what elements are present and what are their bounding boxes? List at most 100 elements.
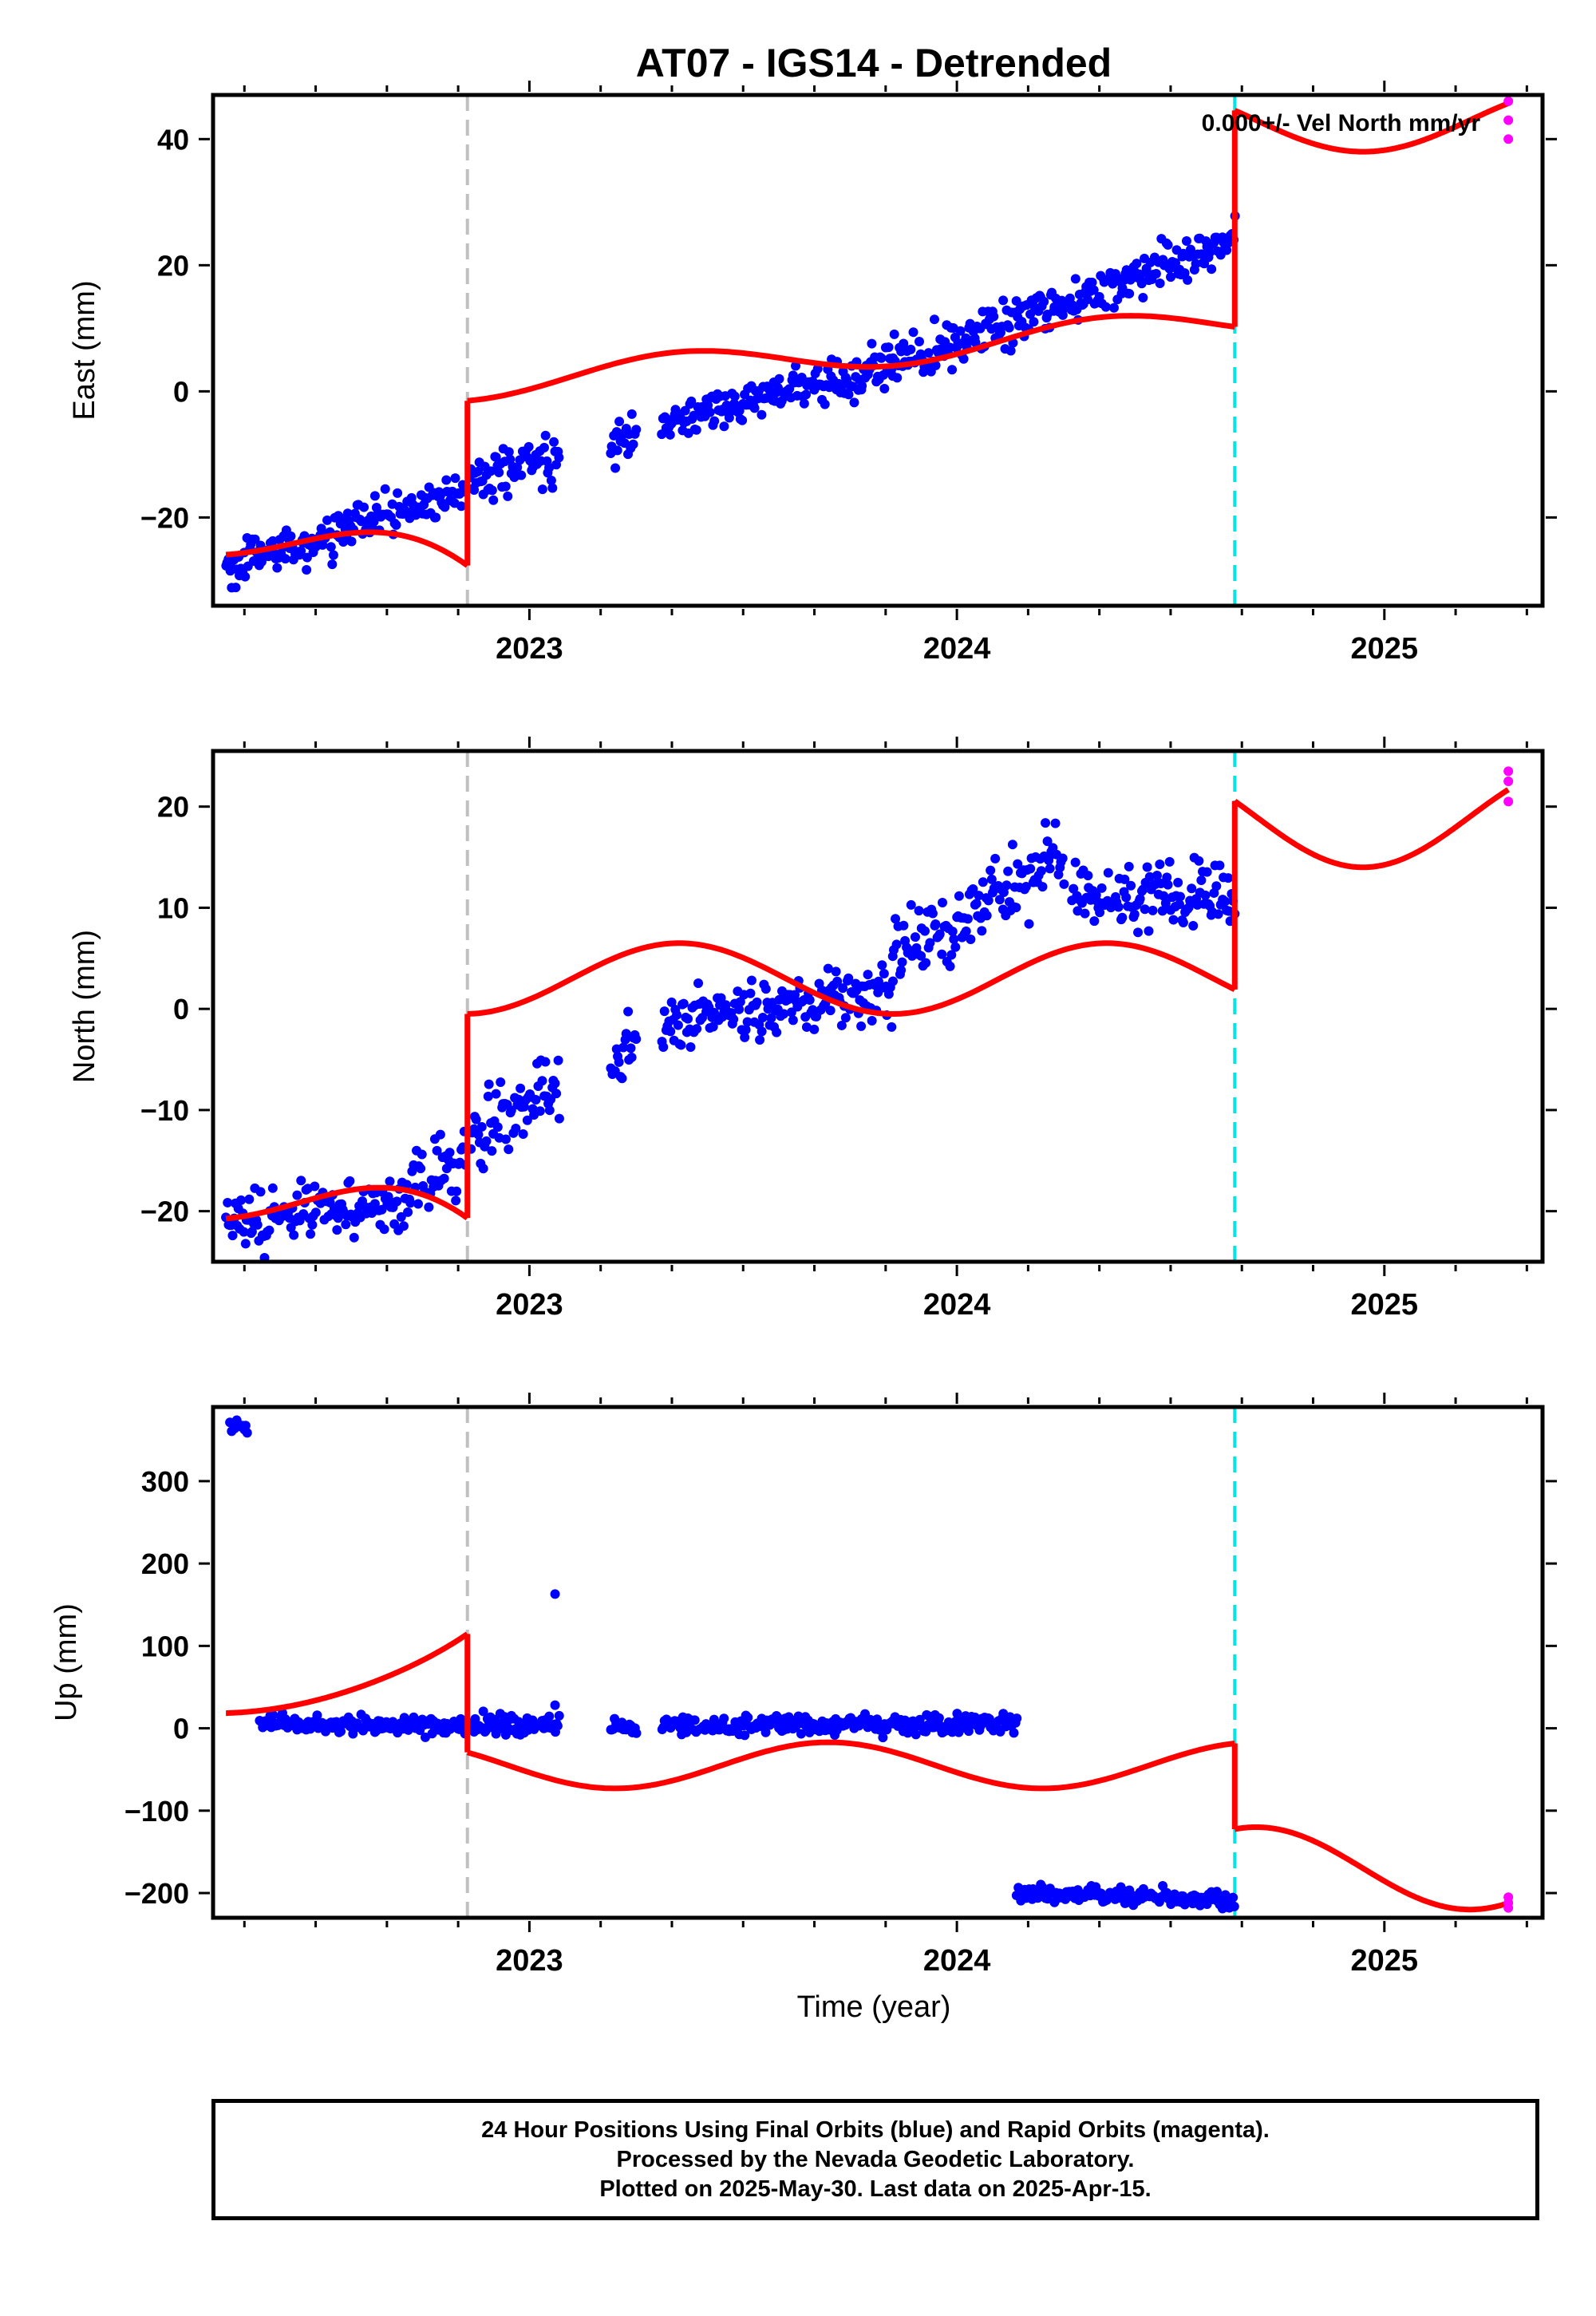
east-final-point — [631, 425, 642, 435]
east-model-curve — [225, 529, 469, 568]
north-final-point — [614, 1057, 624, 1067]
north-final-point — [823, 963, 833, 974]
north-final-point — [685, 1042, 696, 1053]
north-final-point — [867, 1016, 877, 1026]
east-final-point — [456, 501, 467, 512]
north-final-point — [296, 1176, 306, 1186]
north-final-point — [310, 1207, 321, 1218]
east-final-point — [431, 512, 441, 523]
north-final-point — [473, 1129, 484, 1140]
north-final-point — [801, 1022, 812, 1032]
north-final-point — [496, 1077, 506, 1088]
north-final-point — [1120, 874, 1130, 884]
north-final-point — [1103, 868, 1113, 878]
east-final-point — [610, 463, 621, 473]
up-frame — [211, 1405, 1545, 1920]
north-final-point — [1187, 883, 1197, 894]
footer-line-3: Plotted on 2025-May-30. Last data on 202… — [599, 2176, 1152, 2202]
north-final-point — [949, 934, 959, 944]
north-final-point — [1129, 909, 1140, 919]
north-final-point — [966, 934, 976, 944]
north-final-point — [1188, 920, 1199, 931]
north-final-point — [683, 1014, 693, 1024]
east-final-point — [1100, 302, 1111, 312]
north-final-point — [1001, 880, 1012, 891]
east-final-point — [537, 484, 547, 495]
north-final-point — [843, 973, 854, 983]
north-final-point — [239, 1227, 249, 1237]
north-final-point — [877, 960, 887, 970]
north-final-point — [398, 1221, 409, 1231]
north-final-point — [385, 1176, 395, 1187]
north-final-point — [535, 1106, 545, 1117]
east-final-point — [876, 353, 887, 363]
east-final-point — [1196, 249, 1207, 259]
east-final-point — [1166, 272, 1176, 283]
north-rapid-point — [1503, 766, 1514, 777]
north-final-point — [897, 957, 907, 967]
north-final-point — [927, 908, 938, 919]
east-final-point — [774, 373, 784, 384]
north-final-point — [516, 1083, 526, 1093]
up-model-curve — [466, 1739, 1235, 1792]
north-final-point — [1096, 883, 1107, 893]
north-final-point — [551, 1089, 562, 1099]
east-final-point — [612, 445, 622, 456]
north-final-point — [432, 1145, 442, 1156]
east-final-point — [614, 417, 625, 427]
east-final-point — [929, 314, 939, 325]
north-final-point — [1157, 906, 1167, 916]
north-final-point — [906, 899, 916, 910]
north-final-point — [788, 1015, 798, 1026]
up-final-point — [1009, 1728, 1019, 1738]
north-final-point — [307, 1219, 318, 1230]
north-final-point — [349, 1232, 359, 1243]
north-final-point — [1168, 915, 1179, 925]
east-final-point — [757, 409, 767, 420]
up-outlier-point — [550, 1589, 560, 1599]
east-final-point — [450, 473, 460, 484]
north-final-point — [1126, 880, 1136, 891]
north-final-point — [752, 997, 762, 1007]
east-final-point — [1138, 293, 1148, 303]
north-final-point — [289, 1230, 299, 1240]
north-final-point — [626, 1043, 636, 1053]
north-final-point — [916, 951, 926, 961]
up-final-point — [760, 1727, 771, 1737]
footer-line-2: Processed by the Nevada Geodetic Laborat… — [616, 2146, 1135, 2172]
north-final-point — [553, 1055, 563, 1065]
north-final-point — [910, 932, 920, 943]
north-final-point — [452, 1186, 462, 1196]
north-final-point — [518, 1128, 528, 1139]
north-ytick-label: 20 — [157, 791, 189, 824]
north-final-point — [745, 988, 756, 998]
east-final-point — [958, 354, 969, 364]
north-final-point — [978, 877, 988, 887]
north-final-point — [487, 1146, 497, 1156]
north-final-point — [1044, 856, 1054, 866]
north-final-point — [255, 1187, 266, 1197]
north-final-point — [396, 1211, 406, 1222]
north-final-point — [986, 874, 997, 884]
east-final-point — [231, 583, 241, 593]
east-final-point — [889, 329, 899, 339]
east-final-point — [302, 565, 312, 575]
east-final-point — [286, 531, 296, 541]
north-ytick-label: 0 — [173, 993, 189, 1026]
north-final-point — [954, 891, 964, 901]
north-final-point — [938, 897, 948, 907]
north-final-point — [403, 1207, 413, 1217]
east-final-point — [544, 463, 555, 473]
north-final-point — [1144, 926, 1154, 936]
east-final-point — [1005, 346, 1016, 356]
north-rapid-point — [1503, 796, 1514, 807]
north-final-point — [439, 1173, 449, 1184]
north-final-point — [345, 1176, 355, 1186]
east-final-point — [970, 338, 981, 348]
up-xtick-label: 2025 — [1351, 1944, 1419, 1978]
east-ytick-label: 40 — [157, 123, 189, 156]
east-final-point — [665, 429, 675, 440]
east-final-point — [296, 546, 306, 556]
